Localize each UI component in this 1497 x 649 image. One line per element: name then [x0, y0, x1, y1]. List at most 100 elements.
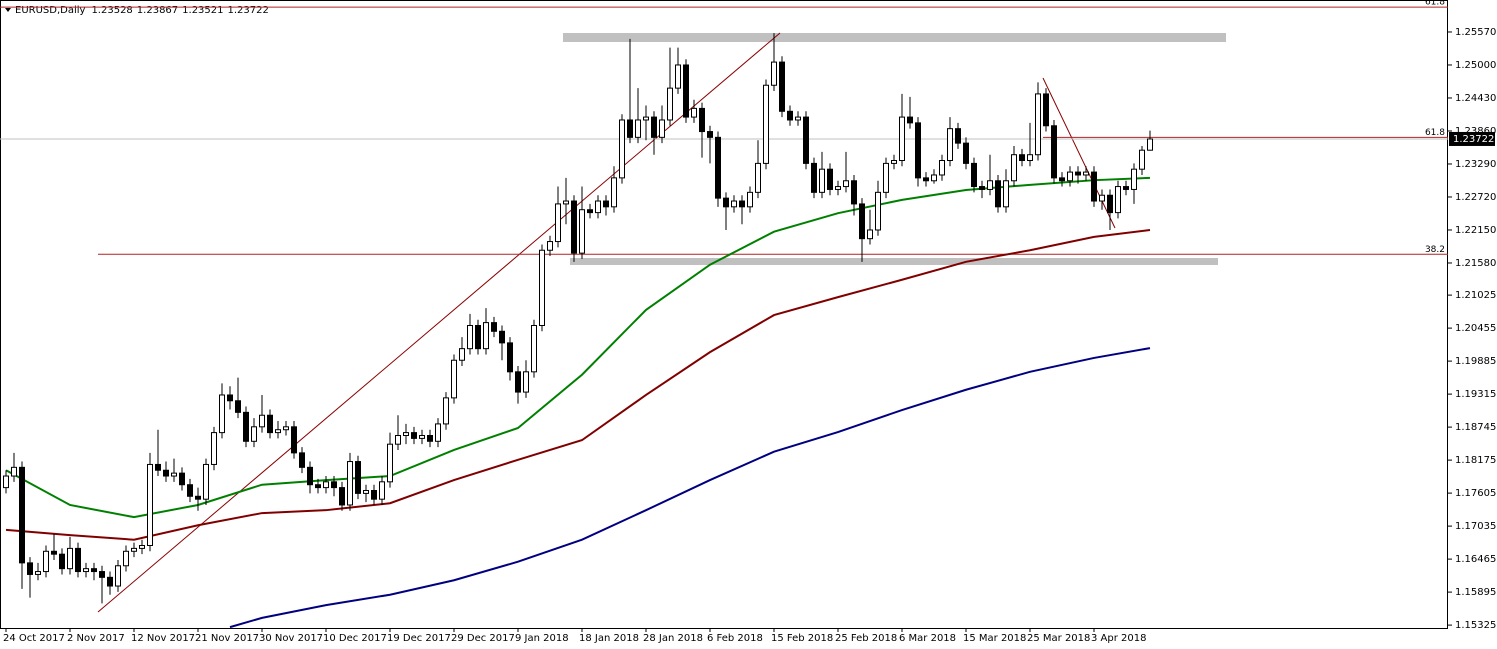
- candle-body: [651, 116, 657, 138]
- candle-body: [299, 452, 305, 468]
- candle-body: [275, 429, 281, 434]
- x-tick-label: 6 Feb 2018: [707, 633, 763, 644]
- candle-body: [707, 131, 713, 138]
- candle-body: [403, 432, 409, 437]
- candle-body: [643, 116, 649, 121]
- fib-label: 38.2: [1425, 245, 1445, 255]
- candle-body: [675, 64, 681, 89]
- candle-body: [723, 197, 729, 208]
- candle-body: [347, 461, 353, 506]
- candle-body: [1011, 154, 1017, 182]
- candle-body: [1083, 171, 1089, 176]
- price-box-label: 1.23722: [1453, 134, 1494, 145]
- candle-body: [1067, 171, 1073, 182]
- candle-body: [331, 481, 337, 489]
- candle-body: [587, 209, 593, 214]
- candle-body: [819, 168, 825, 193]
- candle-body: [683, 64, 689, 118]
- candle-body: [475, 325, 481, 350]
- candle-body: [307, 466, 313, 486]
- header-open: 1.23528: [91, 5, 132, 16]
- symbol-header: EURUSD,Daily 1.23528 1.23867 1.23521 1.23722: [15, 5, 269, 16]
- candle-body: [499, 330, 505, 344]
- candle-body: [155, 463, 161, 471]
- candle-body: [147, 463, 153, 547]
- candle-body: [635, 119, 641, 138]
- candle-body: [283, 426, 289, 431]
- candle-body: [51, 550, 57, 555]
- candle-body: [59, 553, 65, 570]
- candle-body: [995, 180, 1001, 208]
- candle-body: [339, 487, 345, 506]
- y-tick-label: 1.17605: [1455, 488, 1496, 499]
- candle-body: [171, 472, 177, 477]
- candle-body: [131, 547, 137, 552]
- x-tick-label: 19 Dec 2017: [387, 633, 451, 644]
- candle-body: [539, 249, 545, 327]
- candle-body: [987, 180, 993, 190]
- candle-body: [179, 472, 185, 486]
- candle-body: [355, 461, 361, 494]
- y-tick-label: 1.17035: [1455, 521, 1496, 532]
- candle-body: [371, 490, 377, 500]
- y-tick-label: 1.21025: [1455, 290, 1496, 301]
- candle-body: [771, 61, 777, 86]
- x-tick-label: 6 Mar 2018: [899, 633, 956, 644]
- candle-body: [427, 435, 433, 442]
- candle-body: [955, 128, 961, 144]
- trend-line: [97, 32, 781, 613]
- candle-body: [187, 484, 193, 497]
- candle-body: [699, 107, 705, 133]
- x-tick-label: 29 Dec 2017: [451, 633, 515, 644]
- candle-body: [755, 162, 761, 193]
- candle-body: [99, 571, 105, 578]
- candle-body: [107, 576, 113, 587]
- candle-body: [1027, 154, 1033, 162]
- candle-body: [971, 162, 977, 188]
- candle-body: [1107, 194, 1113, 214]
- candle-body: [323, 481, 329, 489]
- header-low: 1.23521: [182, 5, 223, 16]
- candle-body: [491, 322, 497, 332]
- candle-body: [83, 568, 89, 573]
- candle-body: [571, 200, 577, 254]
- moving-average: [5, 228, 1151, 541]
- candle-body: [963, 142, 969, 164]
- candle-body: [691, 107, 697, 118]
- candle-body: [795, 116, 801, 121]
- y-tick-label: 1.15325: [1455, 620, 1496, 631]
- candle-body: [891, 160, 897, 164]
- candle-body: [739, 200, 745, 208]
- candle-body: [419, 435, 425, 439]
- plot-frame: [0, 0, 1448, 629]
- candle-body: [1051, 125, 1057, 179]
- candle-body: [811, 162, 817, 193]
- x-tick-label: 21 Nov 2017: [195, 633, 259, 644]
- candle-body: [827, 168, 833, 190]
- y-tick-label: 1.18745: [1455, 422, 1496, 433]
- candle-body: [603, 200, 609, 208]
- candle-body: [523, 371, 529, 393]
- candle-body: [35, 571, 41, 575]
- x-tick-label: 18 Jan 2018: [579, 633, 639, 644]
- candle-body: [851, 180, 857, 205]
- candle-body: [843, 180, 849, 188]
- candle-body: [611, 177, 617, 208]
- candle-body: [443, 397, 449, 425]
- candle-body: [219, 394, 225, 434]
- candle-body: [451, 359, 457, 399]
- candle-body: [627, 119, 633, 138]
- candle-body: [115, 565, 121, 587]
- candle-body: [467, 325, 473, 350]
- candle-body: [547, 241, 553, 251]
- candle-body: [563, 200, 569, 205]
- candle-body: [235, 400, 241, 413]
- candle-body: [835, 186, 841, 190]
- x-tick-label: 12 Nov 2017: [131, 633, 195, 644]
- y-tick-label: 1.19315: [1455, 389, 1496, 400]
- candle-body: [515, 371, 521, 393]
- candle-body: [483, 322, 489, 350]
- candle-body: [1131, 168, 1137, 190]
- candle-body: [75, 547, 81, 573]
- y-tick-label: 1.16465: [1455, 554, 1496, 565]
